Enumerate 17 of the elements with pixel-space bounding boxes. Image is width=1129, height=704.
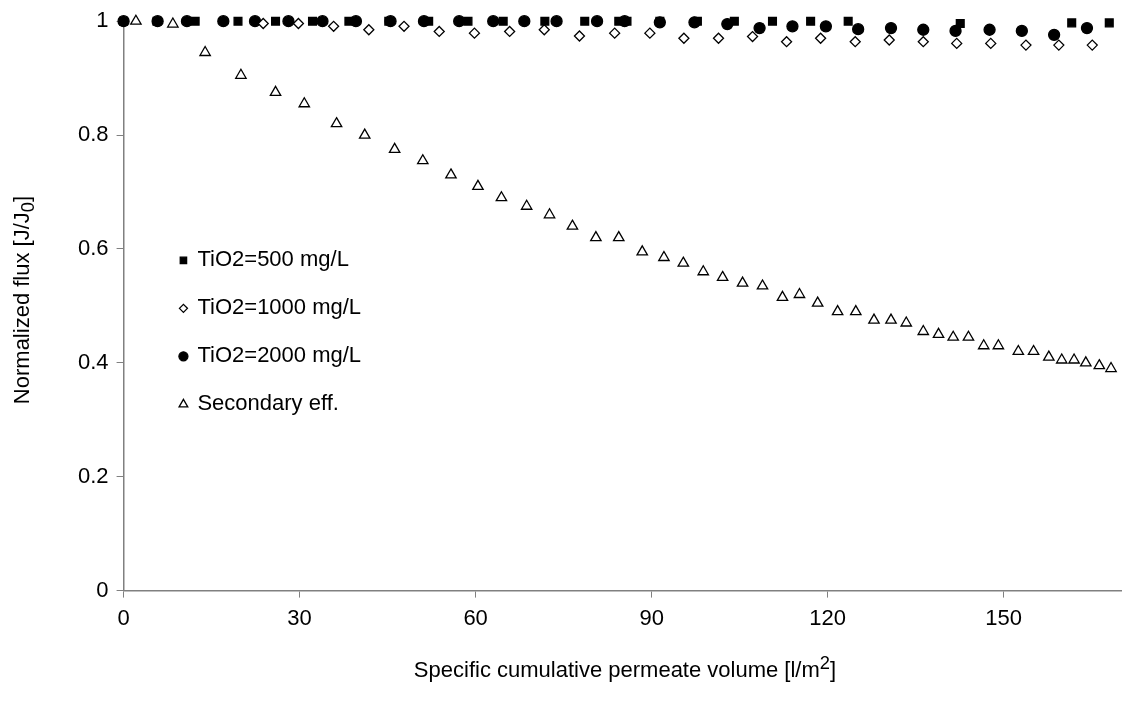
legend-label: TiO2=500 mg/L: [197, 246, 349, 272]
x-tick-label: 0: [117, 604, 130, 630]
y-tick-label: 0.4: [77, 348, 109, 374]
y-tick-label: 0.2: [77, 462, 109, 488]
x-tick-label: 150: [985, 604, 1023, 630]
x-tick-label: 90: [639, 604, 664, 630]
y-tick-label: 0.6: [77, 235, 109, 261]
y-tick-label: 1: [96, 7, 109, 33]
x-tick-label: 120: [809, 604, 846, 630]
legend-label: TiO2=1000 mg/L: [197, 294, 362, 320]
legend-label: TiO2=2000 mg/L: [197, 342, 362, 368]
y-tick-label: 0.8: [77, 121, 109, 147]
y-tick-label: 0: [96, 576, 109, 602]
x-tick-label: 60: [463, 604, 488, 630]
x-tick-label: 30: [287, 604, 312, 630]
legend-label: Secondary eff.: [197, 390, 339, 416]
x-axis-title: Specific cumulative permeate volume [l/m$^{2}$]: [412, 652, 838, 684]
